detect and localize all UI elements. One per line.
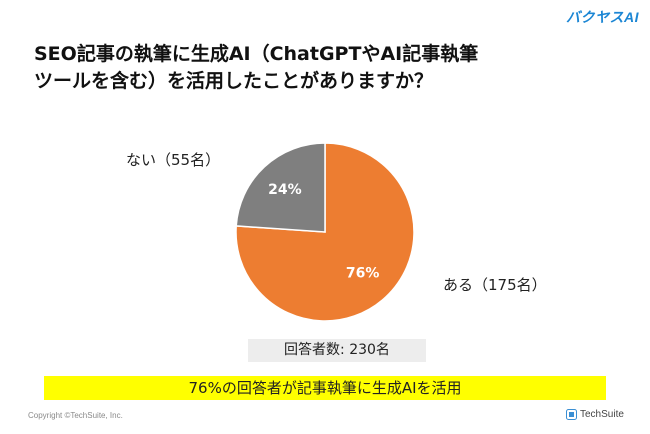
copyright: Copyright ©TechSuite, Inc. <box>28 411 123 420</box>
respondent-count: 回答者数: 230名 <box>248 339 426 362</box>
slice-label-yes: 76% <box>346 265 380 281</box>
pie-slice-no <box>235 142 326 233</box>
slice-label-no: 24% <box>268 182 302 198</box>
techsuite-logo-icon <box>566 409 577 420</box>
footer-logo: TechSuite <box>566 409 624 420</box>
page-title: SEO記事の執筆に生成AI（ChatGPTやAI記事執筆 ツールを含む）を活用し… <box>34 43 479 92</box>
footer-brand: TechSuite <box>580 409 624 420</box>
category-label-yes: ある（175名） <box>443 276 547 294</box>
highlight-banner: 76%の回答者が記事執筆に生成AIを活用 <box>44 376 606 400</box>
category-label-no: ない（55名） <box>126 151 221 169</box>
brand-logo: バクヤスAI <box>566 9 639 25</box>
